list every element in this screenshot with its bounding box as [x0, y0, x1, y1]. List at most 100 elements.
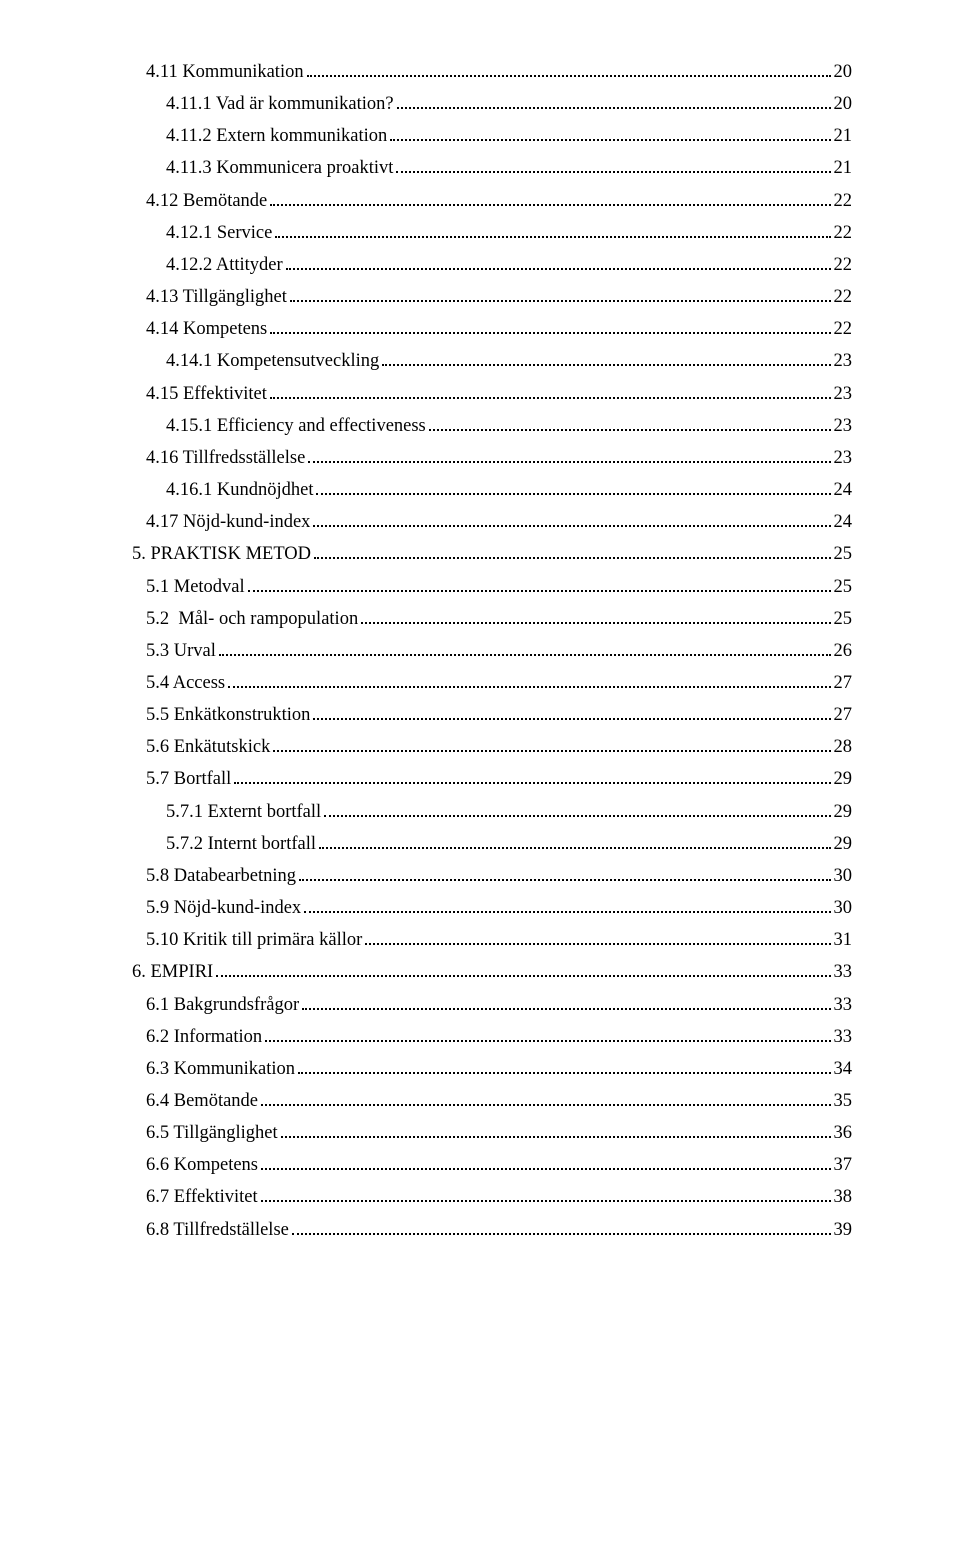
toc-entry-title: 5.9 Nöjd-kund-index [146, 896, 301, 921]
toc-entry-page: 23 [834, 382, 853, 407]
toc-entry-title: 4.12 Bemötande [146, 189, 267, 214]
toc-entry: 5.5 Enkätkonstruktion 27 [132, 703, 852, 728]
toc-leader-dots [314, 546, 830, 559]
toc-entry-title: 4.11.3 Kommunicera proaktivt [166, 156, 393, 181]
toc-leader-dots [228, 675, 830, 688]
toc-leader-dots [270, 321, 830, 334]
toc-leader-dots [307, 64, 831, 77]
toc-entry-title: 4.14 Kompetens [146, 317, 267, 342]
toc-entry: 4.14 Kompetens 22 [132, 317, 852, 342]
toc-entry: 4.11.2 Extern kommunikation 21 [132, 124, 852, 149]
toc-leader-dots [292, 1222, 831, 1235]
toc-entry-title: 4.15.1 Efficiency and effectiveness [166, 414, 426, 439]
toc-entry-page: 23 [834, 414, 853, 439]
toc-entry-page: 21 [834, 156, 853, 181]
toc-leader-dots [316, 482, 830, 495]
toc-leader-dots [390, 128, 830, 141]
toc-entry-title: 6.2 Information [146, 1025, 262, 1050]
toc-leader-dots [298, 1061, 830, 1074]
toc-leader-dots [270, 385, 831, 398]
toc-leader-dots [216, 964, 830, 977]
toc-entry-page: 25 [834, 542, 853, 567]
toc-entry-title: 6.5 Tillgänglighet [146, 1121, 278, 1146]
toc-leader-dots [299, 868, 831, 881]
toc-entry-page: 25 [834, 575, 853, 600]
toc-leader-dots [265, 1029, 830, 1042]
toc-leader-dots [313, 514, 830, 527]
toc-entry-title: 6.7 Effektivitet [146, 1185, 258, 1210]
toc-entry-page: 37 [834, 1153, 853, 1178]
toc-leader-dots [248, 578, 831, 591]
toc-entry: 4.17 Nöjd-kund-index 24 [132, 510, 852, 535]
toc-entry-title: 4.17 Nöjd-kund-index [146, 510, 310, 535]
toc-entry: 4.11.3 Kommunicera proaktivt 21 [132, 156, 852, 181]
toc-entry-title: 5.7 Bortfall [146, 767, 231, 792]
toc-entry-page: 31 [834, 928, 853, 953]
toc-entry-title: 4.13 Tillgänglighet [146, 285, 287, 310]
toc-entry-title: 5.6 Enkätutskick [146, 735, 270, 760]
toc-entry-title: 4.12.1 Service [166, 221, 272, 246]
toc-page: 4.11 Kommunikation 204.11.1 Vad är kommu… [0, 0, 960, 1290]
toc-leader-dots [429, 418, 831, 431]
toc-entry-page: 22 [834, 285, 853, 310]
toc-entry-title: 4.12.2 Attityder [166, 253, 283, 278]
toc-leader-dots [396, 160, 830, 173]
toc-entry: 5.7.2 Internt bortfall 29 [132, 832, 852, 857]
toc-entry-page: 29 [834, 832, 853, 857]
toc-entry: 5.4 Access 27 [132, 671, 852, 696]
toc-entry: 4.15 Effektivitet 23 [132, 382, 852, 407]
toc-entry-page: 29 [834, 767, 853, 792]
toc-entry: 6.4 Bemötande 35 [132, 1089, 852, 1114]
toc-entry: 5.3 Urval 26 [132, 639, 852, 664]
toc-entry-page: 25 [834, 607, 853, 632]
toc-leader-dots [302, 996, 830, 1009]
toc-leader-dots [261, 1189, 831, 1202]
toc-entry-title: 6.8 Tillfredställelse [146, 1218, 289, 1243]
toc-entry-title: 5.2 Mål- och rampopulation [146, 607, 358, 632]
toc-entry-page: 36 [834, 1121, 853, 1146]
toc-entry: 4.16 Tillfredsställelse 23 [132, 446, 852, 471]
toc-entry-title: 4.14.1 Kompetensutveckling [166, 349, 379, 374]
toc-leader-dots [219, 643, 831, 656]
toc-entry-page: 21 [834, 124, 853, 149]
toc-entry-page: 20 [834, 92, 853, 117]
toc-entry-title: 5.10 Kritik till primära källor [146, 928, 362, 953]
toc-entry: 6.8 Tillfredställelse 39 [132, 1218, 852, 1243]
toc-leader-dots [261, 1157, 830, 1170]
toc-leader-dots [275, 225, 830, 238]
toc-entry-page: 29 [834, 800, 853, 825]
toc-entry-title: 6. EMPIRI [132, 960, 213, 985]
toc-entry-page: 30 [834, 864, 853, 889]
toc-entry-page: 35 [834, 1089, 853, 1114]
toc-entry-title: 6.4 Bemötande [146, 1089, 258, 1114]
toc-leader-dots [397, 96, 831, 109]
toc-leader-dots [234, 771, 830, 784]
toc-entry-page: 27 [834, 671, 853, 696]
toc-entry-title: 6.3 Kommunikation [146, 1057, 295, 1082]
toc-leader-dots [261, 1093, 830, 1106]
toc-entry-page: 22 [834, 221, 853, 246]
toc-entry-title: 5.8 Databearbetning [146, 864, 296, 889]
toc-leader-dots [286, 257, 831, 270]
toc-entry-title: 4.15 Effektivitet [146, 382, 267, 407]
toc-entry-title: 5.5 Enkätkonstruktion [146, 703, 310, 728]
toc-leader-dots [273, 739, 830, 752]
toc-entry-page: 24 [834, 510, 853, 535]
toc-entry: 4.11.1 Vad är kommunikation? 20 [132, 92, 852, 117]
toc-entry: 6.2 Information 33 [132, 1025, 852, 1050]
toc-entry-title: 4.16 Tillfredsställelse [146, 446, 305, 471]
toc-entry-page: 22 [834, 253, 853, 278]
toc-entry-page: 22 [834, 317, 853, 342]
toc-entry: 4.15.1 Efficiency and effectiveness 23 [132, 414, 852, 439]
toc-leader-dots [270, 193, 830, 206]
toc-entry: 5.2 Mål- och rampopulation 25 [132, 607, 852, 632]
toc-entry: 5.9 Nöjd-kund-index 30 [132, 896, 852, 921]
toc-entry: 4.12.2 Attityder 22 [132, 253, 852, 278]
toc-leader-dots [304, 900, 830, 913]
toc-entry: 6. EMPIRI 33 [132, 960, 852, 985]
toc-entry-page: 34 [834, 1057, 853, 1082]
toc-entry-page: 26 [834, 639, 853, 664]
toc-entry: 5.7.1 Externt bortfall 29 [132, 800, 852, 825]
toc-entry: 6.5 Tillgänglighet 36 [132, 1121, 852, 1146]
toc-leader-dots [365, 932, 830, 945]
